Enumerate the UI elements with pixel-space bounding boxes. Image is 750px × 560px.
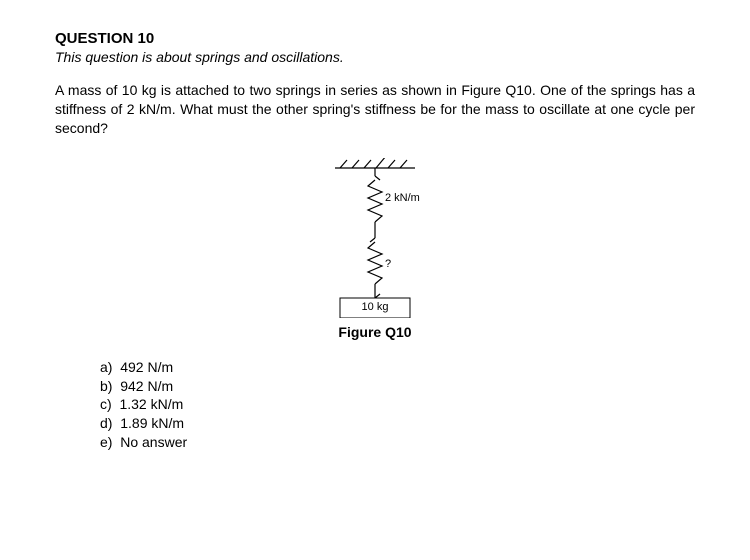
option-c: c) 1.32 kN/m [100,395,695,414]
option-a-text: 492 N/m [120,359,173,375]
question-page: QUESTION 10 This question is about sprin… [0,0,750,482]
figure-container: 2 kN/m ? 10 kg Figure Q10 [285,158,465,340]
mass-label: 10 kg [285,301,465,313]
option-e-text: No answer [120,434,187,450]
springs-diagram [285,158,465,318]
option-b: b) 942 N/m [100,377,695,396]
spring1-label: 2 kN/m [385,192,420,204]
option-d-text: 1.89 kN/m [120,415,184,431]
option-e: e) No answer [100,433,695,452]
option-a: a) 492 N/m [100,358,695,377]
question-body: A mass of 10 kg is attached to two sprin… [55,81,695,138]
answer-options: a) 492 N/m b) 942 N/m c) 1.32 kN/m d) 1.… [55,358,695,452]
figure-caption: Figure Q10 [285,324,465,340]
option-c-text: 1.32 kN/m [119,396,183,412]
option-b-text: 942 N/m [120,378,173,394]
question-subtitle: This question is about springs and oscil… [55,49,695,65]
option-d: d) 1.89 kN/m [100,414,695,433]
question-number: QUESTION 10 [55,30,695,47]
spring2-label: ? [385,258,391,270]
